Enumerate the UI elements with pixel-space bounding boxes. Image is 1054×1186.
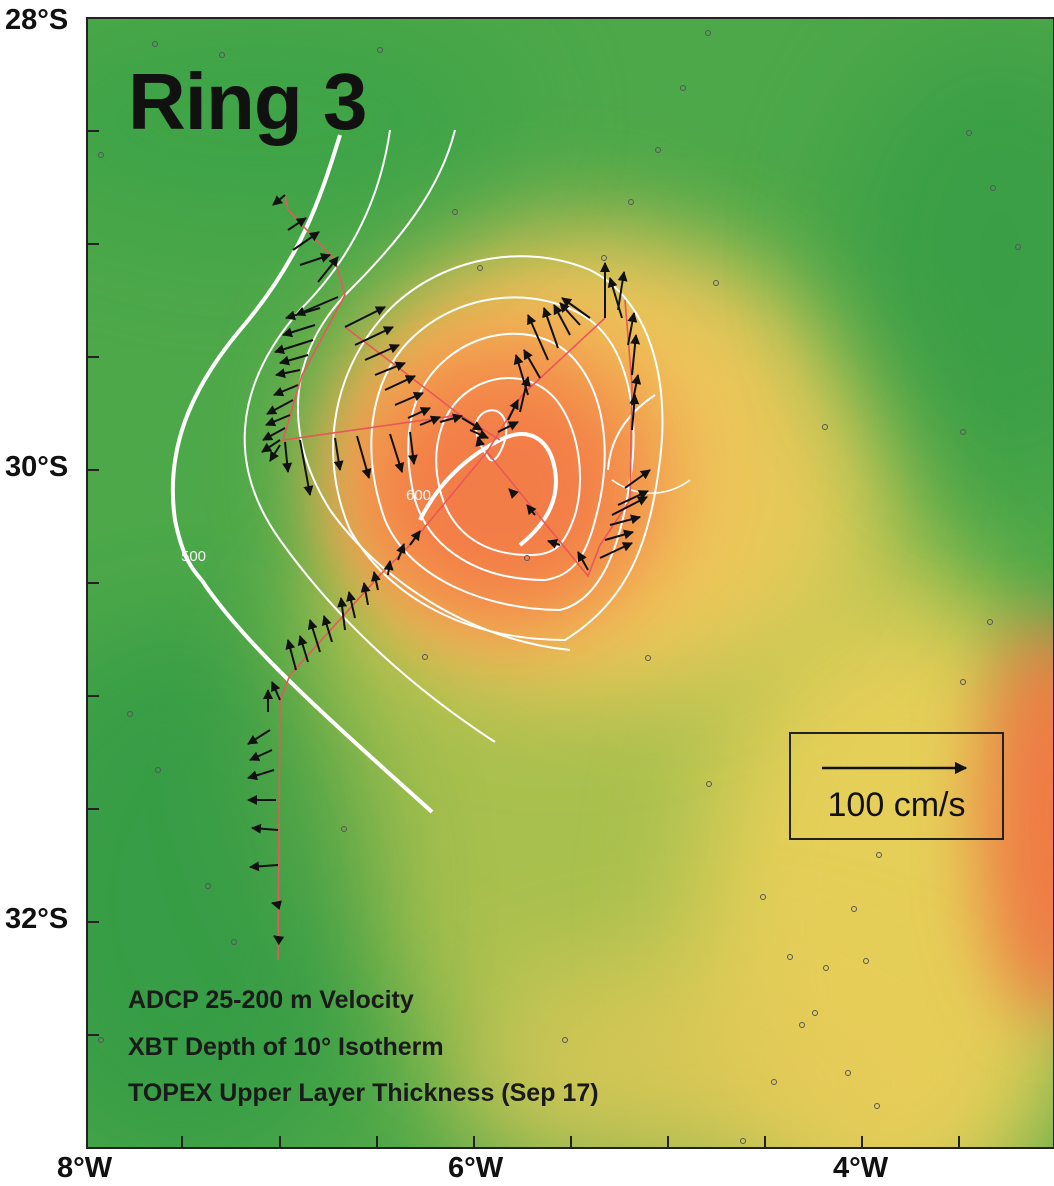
- lon-label-8w: 8°W: [57, 1152, 113, 1184]
- contour-500-line: [170, 134, 434, 814]
- scale-label: 100 cm/s: [827, 786, 966, 824]
- lon-label-4w: 4°W: [833, 1152, 889, 1184]
- axis-ticks: [86, 17, 960, 1148]
- plot-frame: [86, 17, 1054, 1149]
- xbt-stations: [98, 30, 1021, 1144]
- contour-label-500: 500: [181, 548, 206, 565]
- caption-xbt: XBT Depth of 10° Isotherm: [128, 1033, 444, 1061]
- adcp-velocity-vectors: [247, 194, 651, 946]
- lon-label-6w: 6°W: [448, 1152, 504, 1184]
- caption-topex: TOPEX Upper Layer Thickness (Sep 17): [128, 1079, 599, 1107]
- contour-label-600: 600: [406, 487, 431, 504]
- map-title: Ring 3: [128, 57, 367, 146]
- contour-600-line: [418, 432, 558, 547]
- caption-adcp: ADCP 25-200 m Velocity: [128, 986, 414, 1014]
- lat-label-28s: 28°S: [5, 4, 69, 36]
- velocity-scale-legend: 100 cm/s: [789, 732, 1004, 840]
- lat-label-30s: 30°S: [5, 451, 69, 483]
- lat-label-32s: 32°S: [5, 903, 69, 935]
